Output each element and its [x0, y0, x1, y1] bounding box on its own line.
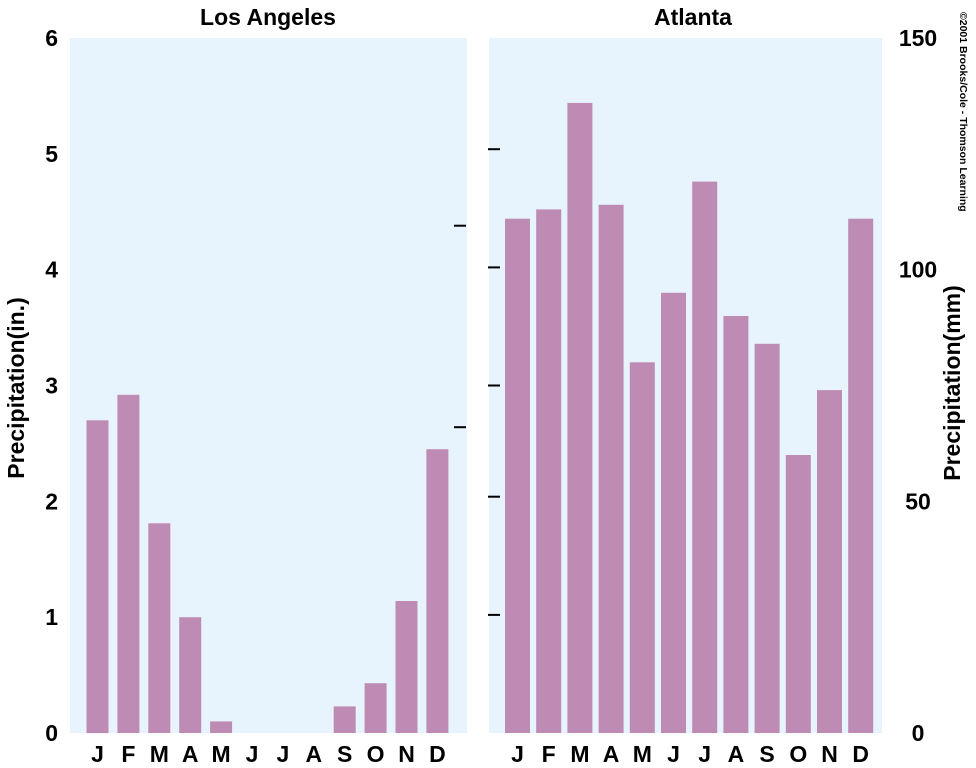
x-tick-label-los-angeles-1: J [91, 741, 104, 767]
x-tick-label-los-angeles-4: A [182, 741, 199, 767]
x-tick-label-los-angeles-9: S [337, 741, 352, 767]
y-tick-label-los-angeles-1: 1 [45, 604, 58, 630]
chart-los-angeles: Los Angeles Precipitation(in.) 0 1 2 3 4 5 6 J… [3, 4, 467, 767]
bar-los-angeles-11 [395, 601, 418, 733]
chart-title-atlanta: Atlanta [654, 4, 732, 30]
x-tick-label-los-angeles-3: M [150, 741, 169, 767]
y-tick-label-atlanta-100: 100 [899, 257, 937, 283]
y-tick-label-atlanta-150: 150 [899, 25, 937, 51]
y-tick-label-los-angeles-3: 3 [45, 373, 58, 399]
bar-los-angeles-10 [364, 683, 387, 733]
x-tick-label-atlanta-10: O [789, 741, 807, 767]
x-tick-label-atlanta-3: M [570, 741, 589, 767]
y-tick-label-los-angeles-5: 5 [45, 141, 58, 167]
y-tick-label-los-angeles-4: 4 [45, 257, 58, 283]
x-tick-label-los-angeles-8: A [305, 741, 322, 767]
bar-los-angeles-2 [117, 394, 140, 733]
x-tick-label-atlanta-8: A [728, 741, 745, 767]
copyright-text: ©2001 Brooks/Cole - Thomson Learning [957, 12, 969, 212]
x-tick-label-los-angeles-10: O [367, 741, 385, 767]
bar-atlanta-3 [567, 102, 593, 733]
bar-los-angeles-4 [179, 617, 202, 733]
x-tick-label-atlanta-11: N [821, 741, 838, 767]
bar-los-angeles-5 [210, 721, 233, 733]
x-tick-label-los-angeles-6: J [246, 741, 259, 767]
y-axis-label-inches: Precipitation(in.) [3, 297, 29, 478]
x-tick-label-los-angeles-2: F [121, 741, 135, 767]
y-tick-label-atlanta-50: 50 [905, 488, 931, 514]
x-tick-label-atlanta-1: J [511, 741, 524, 767]
y-tick-label-los-angeles-2: 2 [45, 488, 58, 514]
bar-atlanta-10 [785, 455, 811, 733]
bars-atlanta [505, 102, 874, 734]
bar-atlanta-7 [692, 181, 718, 734]
bars-los-angeles [86, 394, 449, 734]
x-tick-label-atlanta-9: S [759, 741, 774, 767]
bar-atlanta-9 [754, 343, 780, 733]
x-tick-label-los-angeles-11: N [398, 741, 415, 767]
bar-atlanta-4 [598, 204, 624, 734]
bar-atlanta-6 [661, 292, 686, 733]
y-tick-label-los-angeles-0: 0 [45, 720, 58, 746]
x-tick-label-atlanta-5: M [633, 741, 652, 767]
y-ticks-atlanta: 0 50 100 150 [488, 25, 937, 746]
bar-atlanta-2 [536, 209, 562, 733]
x-tick-label-los-angeles-7: J [277, 741, 290, 767]
x-tick-label-atlanta-7: J [698, 741, 711, 767]
bar-los-angeles-1 [86, 420, 109, 734]
y-axis-label-mm: Precipitation(mm) [939, 285, 965, 481]
chart-title-los-angeles: Los Angeles [200, 4, 336, 30]
x-tick-label-atlanta-6: J [667, 741, 680, 767]
x-tick-label-atlanta-4: A [603, 741, 620, 767]
bar-atlanta-1 [505, 218, 530, 733]
bar-los-angeles-3 [148, 523, 171, 733]
bar-atlanta-5 [629, 362, 655, 733]
y-tick-label-atlanta-0: 0 [912, 720, 925, 746]
bar-los-angeles-9 [333, 706, 356, 733]
bar-los-angeles-12 [426, 449, 449, 733]
x-tick-label-atlanta-2: F [542, 741, 556, 767]
y-tick-label-los-angeles-6: 6 [45, 25, 58, 51]
bar-atlanta-8 [723, 316, 749, 733]
x-tick-label-los-angeles-12: D [429, 741, 446, 767]
x-tick-label-los-angeles-5: M [212, 741, 231, 767]
bar-atlanta-11 [817, 390, 842, 733]
bar-atlanta-12 [848, 218, 874, 733]
x-tick-label-atlanta-12: D [852, 741, 869, 767]
y-ticks-los-angeles: 0 1 2 3 4 5 6 [45, 25, 466, 746]
